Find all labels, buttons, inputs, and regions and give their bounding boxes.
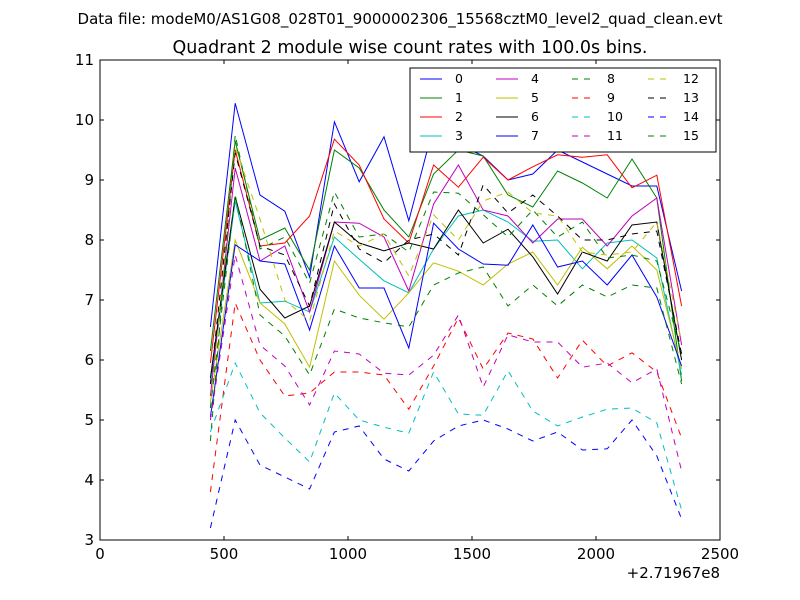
legend-label: 8 <box>607 71 615 86</box>
y-tick-label: 8 <box>84 231 94 249</box>
legend-item-12: 12 <box>648 71 699 86</box>
x-axis: 0 500 1000 1500 2000 2500 <box>95 60 739 563</box>
series-line-3 <box>209 200 683 385</box>
legend-item-10: 10 <box>572 109 623 124</box>
y-tick-label: 9 <box>84 171 94 189</box>
x-tick-label: 2000 <box>577 545 615 563</box>
series-line-13 <box>209 152 683 385</box>
y-tick-label: 5 <box>84 411 94 429</box>
legend-label: 1 <box>455 90 463 105</box>
series-line-11 <box>209 254 683 472</box>
legend-label: 2 <box>455 109 463 124</box>
series-line-5 <box>209 238 683 403</box>
legend-item-7: 7 <box>496 128 539 143</box>
series-line-6 <box>209 196 683 379</box>
x-offset-label: +2.71967e8 <box>627 564 720 582</box>
x-tick-label: 500 <box>210 545 239 563</box>
legend-label: 4 <box>531 71 539 86</box>
x-tick-label: 2500 <box>701 545 739 563</box>
legend-label: 15 <box>683 128 699 143</box>
legend-label: 10 <box>607 109 623 124</box>
y-tick-label: 7 <box>84 291 94 309</box>
chart-title: Quadrant 2 module wise count rates with … <box>173 38 648 58</box>
legend-item-2: 2 <box>420 109 463 124</box>
legend-label: 12 <box>683 71 699 86</box>
series-line-8 <box>209 134 683 442</box>
legend-item-9: 9 <box>572 90 615 105</box>
legend-item-1: 1 <box>420 90 463 105</box>
legend-item-13: 13 <box>648 90 699 105</box>
legend-item-15: 15 <box>648 128 699 143</box>
legend-item-0: 0 <box>420 71 463 86</box>
series-line-14 <box>209 418 683 529</box>
series-line-4 <box>209 164 683 397</box>
series-line-1 <box>209 140 683 382</box>
legend-label: 0 <box>455 71 463 86</box>
x-tick-label: 0 <box>95 545 105 563</box>
y-tick-label: 4 <box>84 471 94 489</box>
legend-label: 14 <box>683 109 699 124</box>
legend-box <box>409 67 717 153</box>
legend-label: 13 <box>683 90 699 105</box>
legend-item-14: 14 <box>648 109 699 124</box>
legend-item-3: 3 <box>420 128 463 143</box>
legend-label: 6 <box>531 109 539 124</box>
series-layer <box>209 103 683 529</box>
series-line-12 <box>209 146 683 409</box>
y-tick-label: 11 <box>75 51 94 69</box>
y-tick-label: 3 <box>84 531 94 549</box>
legend-item-4: 4 <box>496 71 539 86</box>
legend-label: 11 <box>607 128 623 143</box>
legend-label: 3 <box>455 128 463 143</box>
series-line-7 <box>209 222 683 418</box>
series-line-9 <box>209 301 683 493</box>
series-line-15 <box>209 194 683 409</box>
legend-label: 9 <box>607 90 615 105</box>
x-tick-label: 1500 <box>453 545 491 563</box>
series-line-10 <box>209 361 683 511</box>
x-tick-label: 1000 <box>329 545 367 563</box>
y-tick-label: 6 <box>84 351 94 369</box>
legend-item-11: 11 <box>572 128 623 143</box>
legend-label: 5 <box>531 90 539 105</box>
figure-suptitle: Data file: modeM0/AS1G08_028T01_90000023… <box>78 10 723 29</box>
y-tick-label: 10 <box>75 111 94 129</box>
legend-label: 7 <box>531 128 539 143</box>
legend-item-5: 5 <box>496 90 539 105</box>
legend-item-8: 8 <box>572 71 615 86</box>
series-line-2 <box>209 138 683 364</box>
legend-item-6: 6 <box>496 109 539 124</box>
